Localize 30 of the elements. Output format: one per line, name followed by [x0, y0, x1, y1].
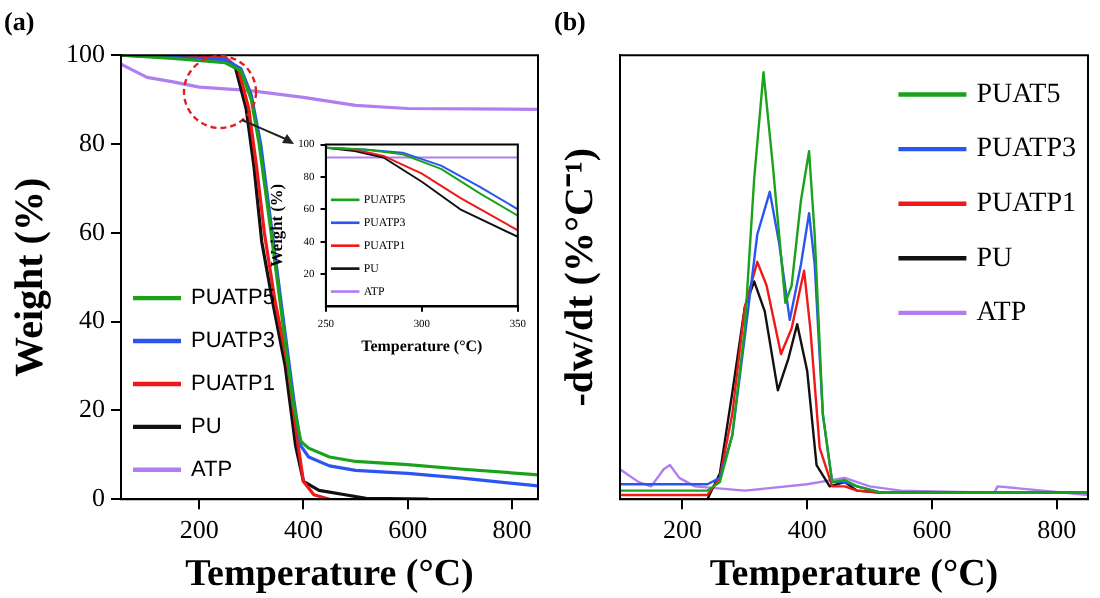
chart-title: (a): [4, 6, 35, 37]
x-tick-label: 400: [787, 513, 827, 544]
legend-label: PUATP1: [191, 372, 275, 397]
y-axis-title: Weight (%): [268, 183, 287, 268]
x-axis-title: Temperature (°C): [185, 553, 474, 596]
y-tick-label: 0: [92, 482, 105, 513]
x-tick-label: 200: [662, 513, 702, 544]
chart-title: (b): [554, 6, 586, 37]
x-tick-label: 600: [912, 513, 952, 544]
legend-label: PU: [976, 243, 1013, 274]
x-tick-label: 400: [283, 513, 323, 544]
y-tick-label: 80: [79, 126, 105, 157]
x-tick-label: 800: [492, 513, 532, 544]
legend-label: PU: [191, 414, 222, 439]
legend-label: ATP: [191, 457, 233, 482]
y-tick-label: 100: [66, 38, 105, 69]
legend-label: PUATP1: [976, 189, 1077, 220]
y-axis-title: -dw/dt (%°C⁻¹): [558, 147, 603, 407]
legend-label: PUATP3: [191, 329, 275, 354]
x-tick-label: 600: [388, 513, 428, 544]
y-axis-title: Weight (%): [8, 177, 53, 377]
x-axis-title: Temperature (°C): [709, 553, 999, 596]
legend-label: PUAT5: [976, 79, 1061, 110]
y-tick-label: 40: [79, 304, 105, 335]
y-tick-label: 20: [79, 393, 105, 424]
y-tick-label: 60: [79, 215, 105, 246]
x-tick-label: 800: [1037, 513, 1077, 544]
legend-label: ATP: [976, 298, 1027, 329]
x-tick-label: 200: [179, 513, 219, 544]
legend-label: PUATP3: [976, 134, 1077, 165]
